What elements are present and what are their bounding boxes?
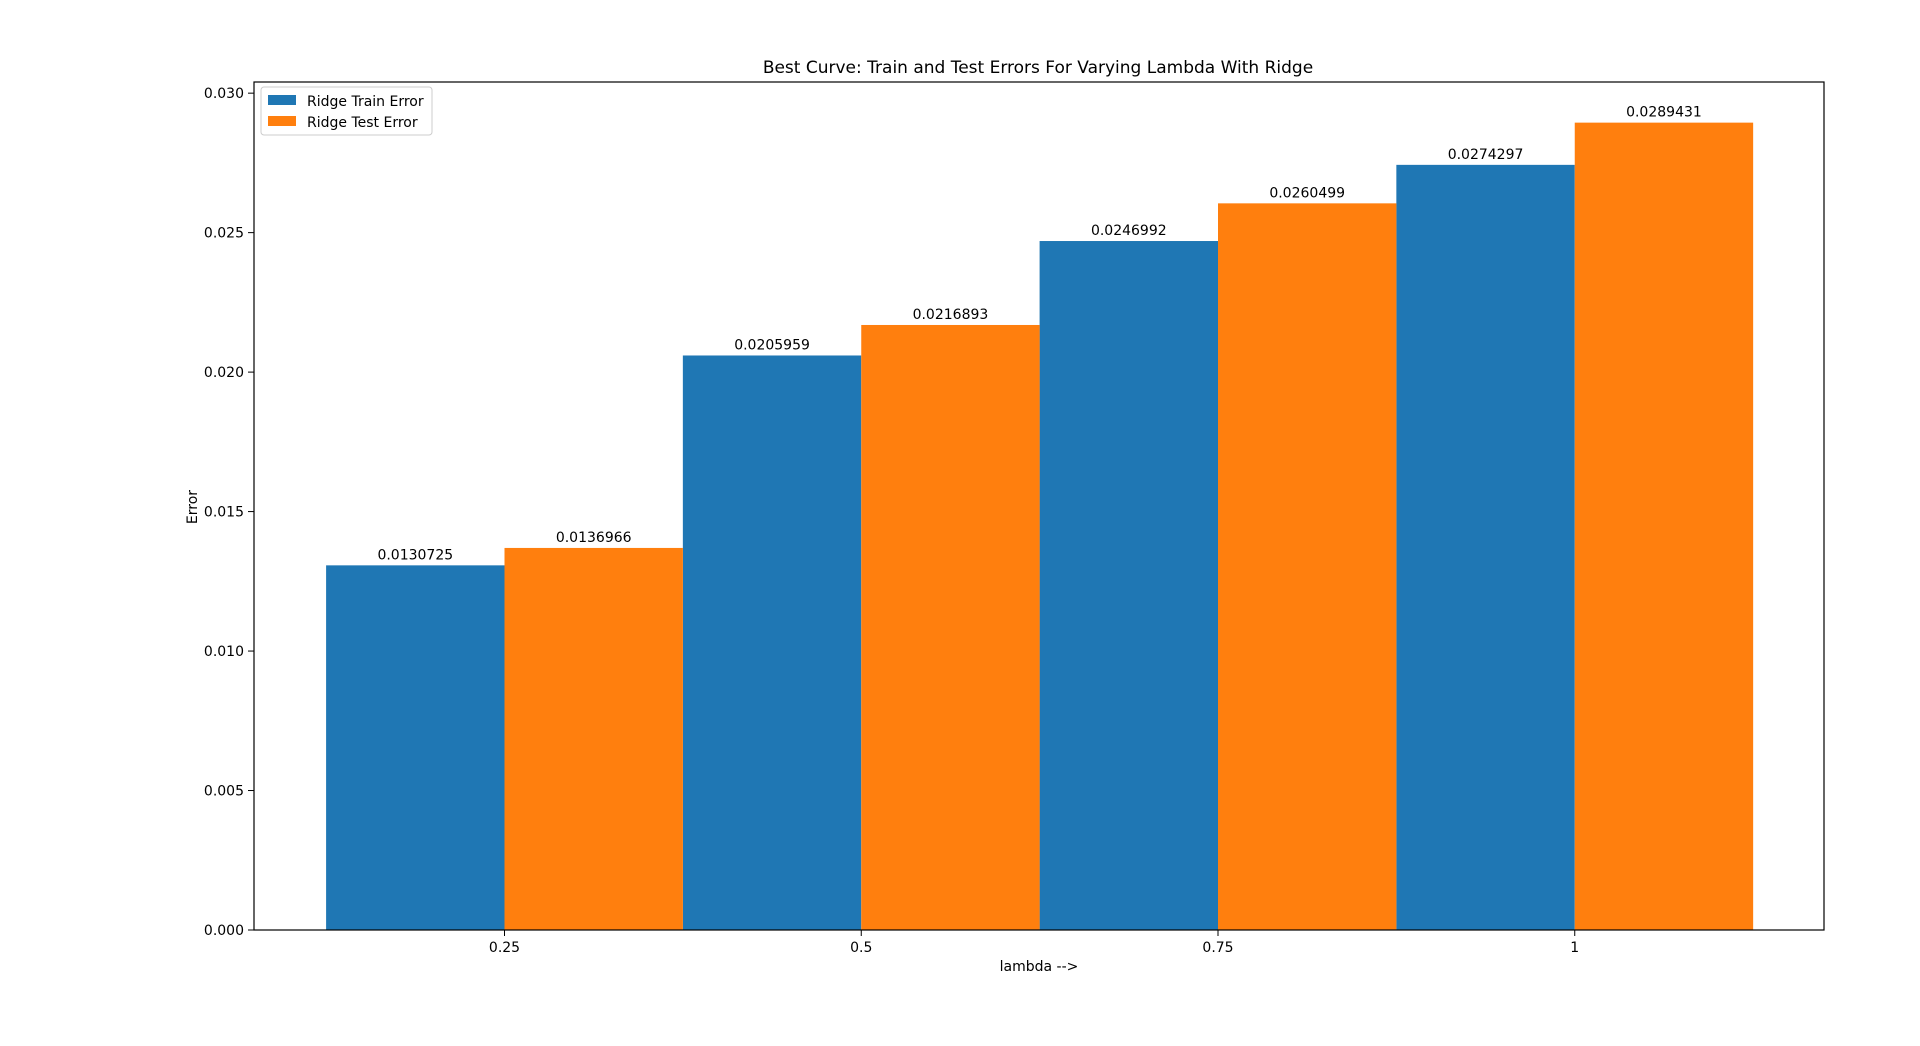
chart-title: Best Curve: Train and Test Errors For Va… [763,58,1313,78]
data-label-test-0.75: 0.0260499 [1269,185,1345,201]
y-tick-label: 0.015 [204,505,244,521]
plot-frame [253,81,1825,931]
bar-test-0.25 [504,547,683,930]
bar-train-0.25 [326,565,505,930]
data-labels-group: 0.0130725 0.0205959 0.0246992 0.0274297 0.01… [377,105,1701,564]
y-tick-label: 0.005 [204,784,244,800]
bar-test-0.5 [861,324,1040,931]
data-label-train-0.25: 0.0130725 [377,547,453,563]
y-tick-label: 0.000 [204,923,244,939]
x-tick-label: 0.75 [1202,940,1233,956]
legend-swatch-train [268,95,296,105]
bar-train-0.75 [1039,241,1218,930]
bar-test-1 [1574,122,1754,931]
bars-group [326,122,1754,931]
legend-label-train: Ridge Train Error [307,94,424,110]
y-axis-label: Error [185,490,201,524]
y-tick-label: 0.025 [204,226,244,242]
y-axis: 0.000 0.005 0.010 0.015 0.020 0.025 0.030 [204,86,254,939]
legend-swatch-test [268,116,296,126]
x-tick-label: 0.25 [489,940,520,956]
x-tick-label: 1 [1570,940,1579,956]
y-tick-label: 0.010 [204,644,244,660]
x-axis-label: lambda --> [1000,959,1079,975]
data-label-train-0.5: 0.0205959 [734,337,810,353]
data-label-train-0.75: 0.0246992 [1091,223,1167,239]
legend: Ridge Train Error Ridge Test Error [260,86,433,136]
y-tick-label: 0.020 [204,365,244,381]
bar-test-0.75 [1218,203,1397,930]
data-label-test-1: 0.0289431 [1626,105,1702,121]
bar-train-0.5 [682,355,862,930]
data-label-test-0.5: 0.0216893 [913,307,989,323]
y-tick-label: 0.030 [204,86,244,102]
x-tick-label: 0.5 [850,940,872,956]
legend-box [260,86,433,136]
legend-label-test: Ridge Test Error [307,115,418,131]
x-axis: 0.25 0.5 0.75 1 [489,930,1579,956]
bar-train-1 [1396,164,1575,931]
data-label-test-0.25: 0.0136966 [556,530,632,546]
data-label-train-1: 0.0274297 [1448,147,1524,163]
